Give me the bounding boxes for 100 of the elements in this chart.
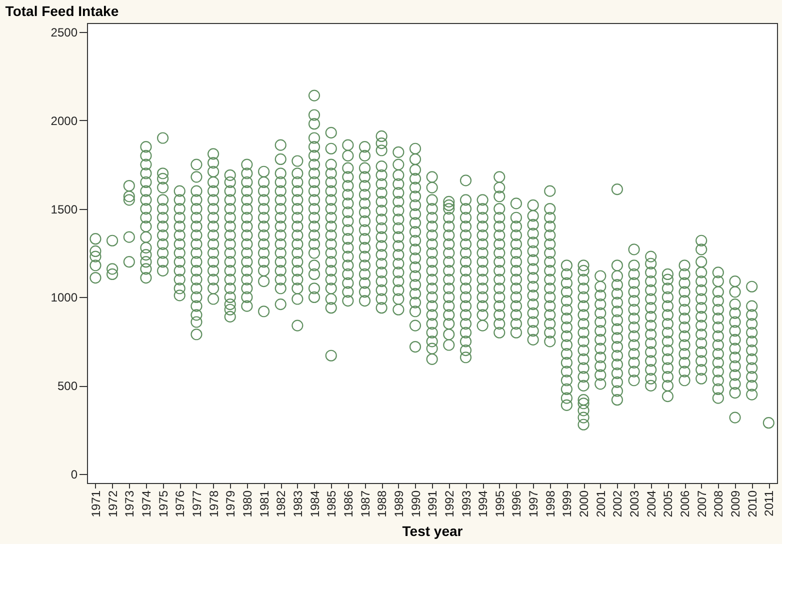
point	[308, 247, 320, 259]
point	[358, 277, 371, 289]
point	[208, 282, 220, 294]
point	[494, 318, 506, 330]
point	[746, 280, 758, 292]
point	[325, 202, 337, 215]
point	[494, 212, 506, 224]
point	[476, 300, 488, 312]
point	[560, 392, 572, 404]
point	[594, 316, 606, 328]
point	[358, 268, 371, 280]
point	[224, 256, 236, 268]
point	[594, 307, 606, 319]
point	[274, 176, 286, 188]
point	[376, 266, 388, 278]
point	[560, 268, 572, 280]
point	[409, 172, 422, 184]
point	[527, 236, 539, 248]
point	[224, 194, 236, 206]
point	[174, 194, 186, 206]
point	[325, 230, 337, 242]
point	[628, 374, 640, 386]
point	[308, 141, 320, 153]
point	[157, 220, 169, 232]
point	[325, 350, 337, 362]
point	[274, 298, 286, 310]
point	[308, 268, 320, 280]
point	[696, 234, 708, 246]
point	[358, 260, 371, 272]
point	[308, 282, 320, 294]
point	[241, 274, 253, 286]
point	[460, 300, 472, 312]
point	[174, 202, 186, 215]
point	[494, 274, 506, 286]
point	[762, 417, 774, 429]
point	[274, 274, 286, 286]
point	[392, 158, 404, 170]
point	[678, 330, 690, 342]
point	[678, 348, 690, 360]
point	[258, 176, 270, 188]
point	[662, 326, 674, 338]
point	[560, 304, 572, 316]
point	[662, 268, 674, 280]
point	[494, 326, 506, 338]
point	[342, 294, 354, 307]
point	[409, 234, 422, 246]
point	[409, 244, 422, 256]
point	[645, 310, 657, 322]
point	[392, 214, 404, 226]
point	[443, 199, 455, 212]
point	[190, 158, 202, 170]
point	[696, 284, 708, 296]
point	[746, 371, 758, 383]
x-tick-label: 1998	[543, 490, 558, 518]
point	[527, 228, 539, 240]
point	[611, 332, 623, 344]
point	[628, 260, 640, 272]
point	[376, 284, 388, 296]
point	[140, 212, 152, 224]
point	[342, 198, 354, 210]
point	[224, 212, 236, 224]
point	[409, 288, 422, 300]
point	[476, 264, 488, 276]
point	[678, 356, 690, 368]
point	[106, 268, 118, 280]
point	[527, 280, 539, 292]
point	[392, 231, 404, 243]
point	[510, 318, 522, 330]
point	[392, 222, 404, 234]
point	[325, 264, 337, 276]
point	[443, 339, 455, 351]
point	[696, 256, 708, 268]
point	[628, 366, 640, 378]
point	[712, 339, 724, 351]
point	[678, 366, 690, 378]
point	[443, 220, 455, 232]
point	[712, 312, 724, 324]
y-tick-label: 0	[70, 468, 78, 482]
point	[560, 294, 572, 307]
x-tick-label: 2008	[712, 490, 726, 518]
point	[696, 302, 708, 314]
point	[662, 318, 674, 330]
point	[746, 344, 758, 356]
point	[292, 293, 304, 305]
point	[376, 302, 388, 314]
point	[544, 185, 556, 197]
point	[358, 294, 371, 307]
point	[460, 256, 472, 268]
point	[157, 264, 169, 276]
point	[292, 220, 304, 232]
point	[510, 198, 522, 210]
point	[409, 164, 422, 176]
point	[258, 256, 270, 268]
point	[426, 282, 438, 294]
point	[560, 322, 572, 334]
point	[662, 309, 674, 321]
x-tick-label: 1980	[240, 490, 254, 518]
point	[208, 176, 220, 188]
point	[274, 220, 286, 232]
point	[426, 342, 438, 354]
